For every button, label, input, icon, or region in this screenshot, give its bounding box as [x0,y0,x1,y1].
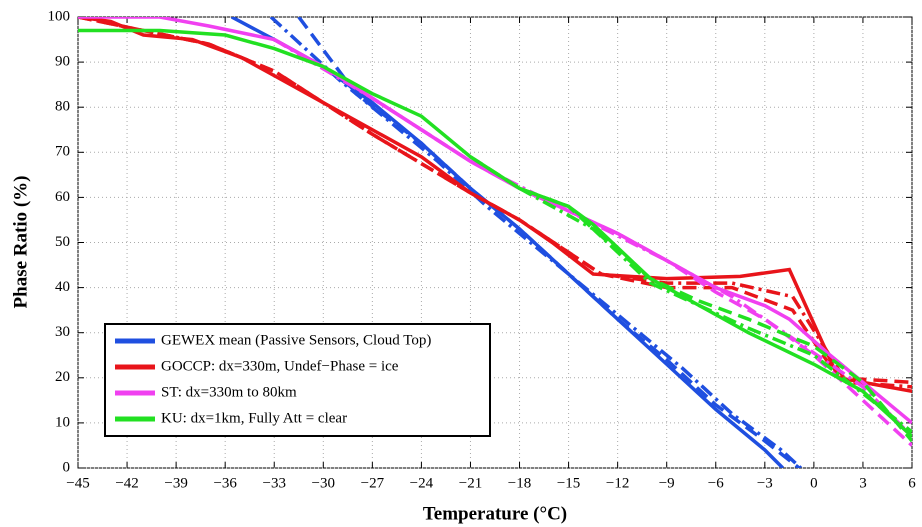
y-tick-label: 90 [55,54,70,70]
legend-label: KU: dx=1km, Fully Att = clear [161,410,347,426]
y-tick-label: 10 [55,414,70,430]
series-line [469,155,912,443]
x-tick-label: −24 [410,475,434,491]
y-tick-label: 50 [55,234,70,250]
legend-label: GEWEX mean (Passive Sensors, Cloud Top) [161,332,431,348]
y-tick-label: 100 [48,8,71,24]
x-tick-label: 0 [810,475,818,491]
series-line [78,28,912,438]
legend-box [104,323,491,437]
y-tick-label: 30 [55,324,70,340]
y-tick-label: 0 [63,459,71,475]
x-tick-label: 3 [859,475,867,491]
x-tick-label: −36 [213,475,237,491]
y-tick-label: 70 [55,144,70,160]
x-tick-label: −18 [508,475,531,491]
series-line [78,17,912,425]
series-line [273,38,912,438]
x-tick-label: −30 [312,475,335,491]
y-tick-label: 80 [55,99,70,115]
series-line [269,17,802,468]
x-tick-label: −33 [263,475,286,491]
x-tick-label: −27 [361,475,385,491]
series-line [273,38,912,447]
x-tick-label: −15 [557,475,580,491]
x-tick-label: −12 [606,475,629,491]
legend-label: GOCCP: dx=330m, Undef−Phase = ice [161,358,399,374]
x-tick-label: −39 [164,475,187,491]
series-line [518,186,912,434]
y-tick-label: 20 [55,369,70,385]
x-tick-label: 6 [908,475,916,491]
series-line [297,17,801,468]
x-tick-label: −6 [708,475,724,491]
x-tick-label: −21 [459,475,482,491]
series-line [78,17,912,389]
x-tick-label: −3 [757,475,773,491]
x-tick-label: −42 [115,475,138,491]
x-tick-label: −45 [66,475,89,491]
x-tick-label: −9 [659,475,675,491]
y-tick-label: 40 [55,279,70,295]
legend-label: ST: dx=330m to 80km [161,384,297,400]
x-axis-label: Temperature (°C) [423,503,567,524]
y-tick-label: 60 [55,189,70,205]
y-axis-label: Phase Ratio (%) [10,176,31,309]
